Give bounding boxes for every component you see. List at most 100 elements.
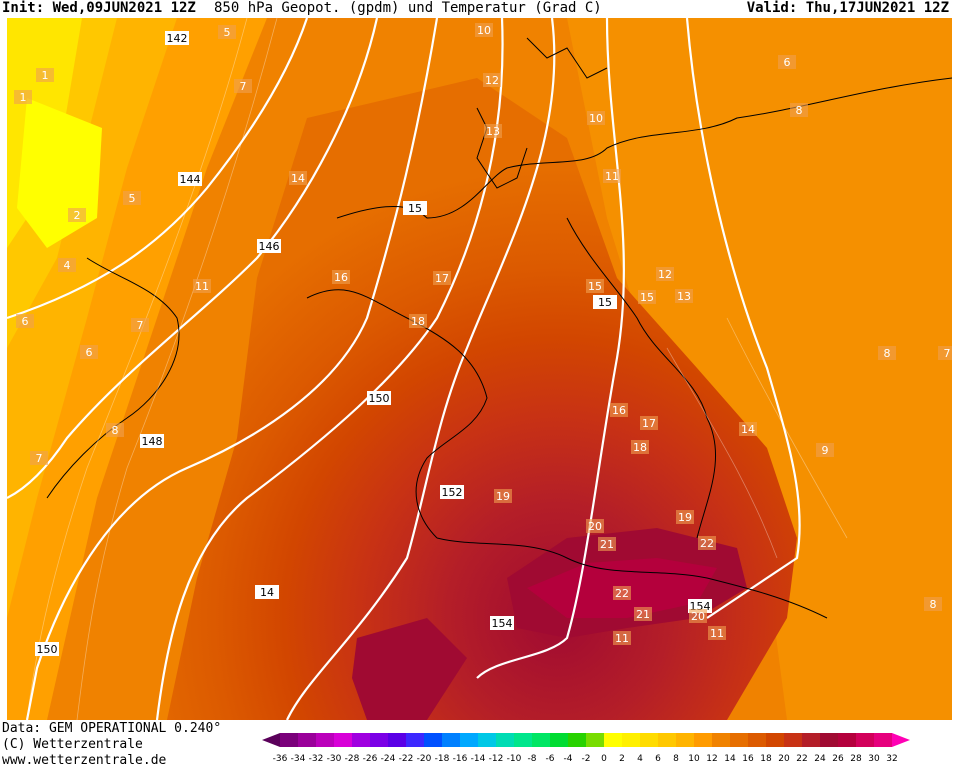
temp-label-box [640, 416, 658, 430]
temp-label-box [634, 607, 652, 621]
temp-label-box [484, 124, 502, 138]
valid-time: Valid: Thu,17JUN2021 12Z [746, 0, 949, 16]
height-label: 14 [260, 586, 274, 599]
legend-swatch [820, 733, 838, 747]
temp-label: 4 [64, 259, 71, 272]
temp-label-box [613, 631, 631, 645]
legend-swatch [712, 733, 730, 747]
height-label-box [593, 295, 617, 309]
legend-swatch [442, 733, 460, 747]
temp-label-box [675, 289, 693, 303]
color-legend: -36 -34 -32 -30 -28 -26 -24 -22 -20 -18 -16 -14 -12-… [262, 733, 910, 762]
temp-label-box [631, 440, 649, 454]
legend-tick-label: 28 [850, 754, 862, 762]
temp-label: 16 [612, 404, 626, 417]
temp-label: 5 [224, 26, 231, 39]
height-label-box [257, 239, 281, 253]
temp-label: 20 [691, 610, 705, 623]
legend-swatch [280, 733, 298, 747]
temp-label-box [332, 270, 350, 284]
temp-label: 11 [605, 170, 619, 183]
temp-label: 21 [600, 538, 614, 551]
height-label-box [255, 585, 279, 599]
temp-label: 9 [822, 444, 829, 457]
legend-swatch [550, 733, 568, 747]
legend-swatch [532, 733, 550, 747]
temp-label-box [878, 346, 896, 360]
legend-tick-label: -10 [507, 754, 522, 762]
temp-label-box [689, 609, 707, 623]
legend-tick-label: -32 [309, 754, 324, 762]
legend-swatch [568, 733, 586, 747]
temp-label: 17 [435, 272, 449, 285]
height-label: 154 [492, 617, 513, 630]
temp-label: 22 [615, 587, 629, 600]
temp-label: 11 [710, 627, 724, 640]
temp-label: 8 [930, 598, 937, 611]
height-label-box [367, 391, 391, 405]
legend-tick-label: -6 [546, 754, 555, 762]
temp-label-box [698, 536, 716, 550]
legend-swatch [586, 733, 604, 747]
temp-label-box [131, 318, 149, 332]
legend-swatch [874, 733, 892, 747]
temp-label: 7 [240, 80, 247, 93]
temp-label: 10 [477, 24, 491, 37]
legend-swatch [604, 733, 622, 747]
legend-swatch [838, 733, 856, 747]
temp-label: 2 [74, 209, 81, 222]
legend-tick-label: 12 [706, 754, 717, 762]
legend-tick-label: -16 [453, 754, 468, 762]
website-url: www.wetterzentrale.de [2, 753, 167, 768]
legend-tick-label: 10 [688, 754, 700, 762]
height-label-box [440, 485, 464, 499]
legend-swatch [370, 733, 388, 747]
height-label-box [178, 172, 202, 186]
legend-tick-label: -26 [363, 754, 378, 762]
legend-tick-label: -36 [273, 754, 288, 762]
temp-label: 18 [633, 441, 647, 454]
temp-label: 15 [588, 280, 602, 293]
temp-label: 7 [137, 319, 144, 332]
height-label: 152 [442, 486, 463, 499]
legend-swatch [658, 733, 676, 747]
temp-label-box [409, 314, 427, 328]
temp-label: 11 [195, 280, 209, 293]
legend-tick-label: 8 [673, 754, 679, 762]
legend-swatch [784, 733, 802, 747]
legend-tick-label: 18 [760, 754, 772, 762]
legend-swatch [406, 733, 424, 747]
height-label: 142 [167, 32, 188, 45]
legend-tick-label: 2 [619, 754, 625, 762]
temp-label: 11 [615, 632, 629, 645]
legend-tick-label: 6 [655, 754, 661, 762]
legend-swatch [298, 733, 316, 747]
temp-label: 8 [884, 347, 891, 360]
temp-label-box [483, 73, 501, 87]
legend-swatch [676, 733, 694, 747]
height-label: 150 [369, 392, 390, 405]
temp-label-box [676, 510, 694, 524]
legend-swatch [856, 733, 874, 747]
legend-tick-label: -22 [399, 754, 414, 762]
legend-tick-label: 14 [724, 754, 736, 762]
legend-swatch [424, 733, 442, 747]
temp-label-box [80, 345, 98, 359]
temp-label-box [587, 111, 605, 125]
contour-labels: 1421441461481501501521541541515145678711… [14, 23, 952, 656]
temp-label-box [924, 597, 942, 611]
temp-label-box [14, 90, 32, 104]
init-time: Init: Wed,09JUN2021 12Z [2, 0, 196, 16]
temp-label-box [613, 586, 631, 600]
legend-swatch [316, 733, 334, 747]
legend-tick-label: -24 [381, 754, 396, 762]
legend-arrow-left [262, 733, 280, 747]
legend-tick-label: -2 [582, 754, 591, 762]
temp-label-box [30, 451, 48, 465]
legend-arrow-right [892, 733, 910, 747]
temp-label-box [16, 314, 34, 328]
height-label: 148 [142, 435, 163, 448]
temp-label-box [656, 267, 674, 281]
legend-tick-label: -8 [528, 754, 537, 762]
legend-tick-label: -18 [435, 754, 450, 762]
